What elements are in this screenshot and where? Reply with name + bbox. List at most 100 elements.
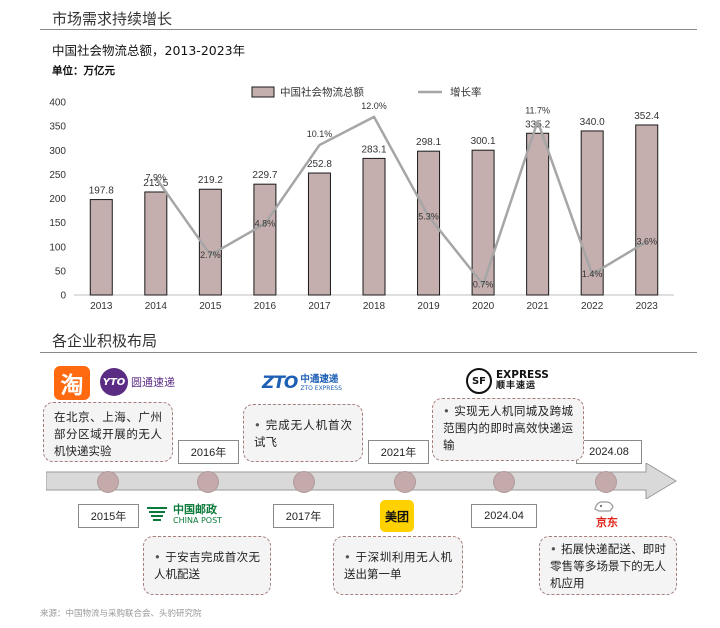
bar-2020	[471, 149, 495, 296]
sf-name-cn: 顺丰速运	[496, 381, 537, 391]
event-card-sf: • 实现无人机同城及跨城范围内的即时高效快递运输	[432, 398, 584, 461]
bar-value-label: 300.1	[471, 136, 496, 147]
legend-line-label: 增长率	[450, 86, 482, 99]
growth-rate-label: 2.7%	[200, 250, 221, 260]
growth-rate-label: 10.1%	[307, 129, 333, 139]
section-title-enterprises: 各企业积极布局	[52, 332, 158, 350]
x-tick-label: 2021	[527, 301, 550, 312]
meituan-logo: 美团	[380, 500, 414, 532]
growth-rate-label: 12.0%	[361, 101, 387, 111]
x-tick-label: 2015	[199, 301, 222, 312]
post-emblem-icon	[144, 502, 170, 526]
x-tick-label: 2013	[90, 301, 113, 312]
y-tick-label: 100	[49, 242, 66, 253]
y-tick-label: 250	[49, 170, 66, 181]
event-text: 于深圳利用无人机送出第一单	[344, 550, 452, 581]
taobao-logo: 淘	[54, 366, 90, 400]
jd-dog-icon	[592, 498, 616, 514]
zto-name-en: ZTO EXPRESS	[300, 384, 342, 392]
yto-mark: YTO	[100, 368, 128, 396]
bar-2017	[307, 172, 331, 296]
bar-2019	[417, 150, 441, 296]
y-tick-label: 150	[49, 218, 66, 229]
event-card-zto: • 完成无人机首次试飞	[243, 404, 363, 462]
chart-title: 中国社会物流总额，2013-2023年	[52, 43, 246, 58]
bar-value-label: 229.7	[252, 170, 277, 181]
yto-logo: YTO 圆通速递	[100, 368, 175, 396]
china-post-name-en: CHINA POST	[173, 515, 223, 525]
timeline-date-2024-04: 2024.04	[471, 504, 537, 528]
sf-logo: SF EXPRESS 顺丰速运	[466, 368, 549, 394]
y-tick-label: 350	[49, 122, 66, 133]
y-tick-label: 300	[49, 146, 66, 157]
bar-value-label: 352.4	[634, 111, 659, 122]
jd-name: 京东	[596, 516, 618, 529]
x-tick-label: 2019	[417, 301, 440, 312]
timeline-arrow	[46, 463, 677, 499]
bar-2018	[362, 157, 386, 296]
bar-value-label: 252.8	[307, 159, 332, 170]
x-tick-label: 2020	[472, 301, 495, 312]
bar-2014	[144, 191, 168, 296]
section-divider-1	[40, 29, 697, 30]
y-tick-label: 200	[49, 194, 66, 205]
bullet-icon: •	[550, 542, 557, 556]
bar-2022	[580, 130, 604, 296]
timeline-date-2016: 2016年	[178, 440, 239, 464]
zto-logo: ZTO 中通速递 ZTO EXPRESS	[262, 373, 342, 393]
bar-value-label: 298.1	[416, 137, 441, 148]
sf-mark: SF	[466, 368, 492, 394]
x-tick-label: 2022	[581, 301, 604, 312]
growth-rate-label: 5.3%	[418, 211, 439, 221]
timeline-dot-2021	[394, 471, 416, 493]
jd-logo: 京东	[592, 498, 622, 530]
bar-2015	[198, 188, 222, 296]
timeline-dot-2024-04	[493, 471, 515, 493]
bar-2013	[89, 199, 113, 296]
sf-name-en: EXPRESS	[496, 369, 549, 381]
bar-value-label: 283.1	[361, 144, 386, 155]
event-text: 完成无人机首次试飞	[254, 418, 352, 449]
logistics-total-chart: 0 50 100 150 200 250 300 350 400 197.8 213.5 219.2 2…	[49, 86, 674, 312]
timeline-dot-2016	[197, 471, 219, 493]
event-card-yto: 在北京、上海、广州部分区域开展的无人机快递实验	[43, 402, 173, 462]
event-text: 拓展快递配送、即时零售等多场景下的无人机应用	[550, 542, 666, 590]
x-tick-label: 2016	[254, 301, 277, 312]
yto-name: 圆通速递	[131, 376, 175, 389]
timeline-date-2017: 2017年	[273, 504, 334, 528]
x-tick-label: 2017	[308, 301, 331, 312]
growth-rate-label: 3.6%	[636, 237, 657, 247]
chart-unit: 单位：万亿元	[52, 65, 115, 77]
bar-2023	[635, 124, 659, 296]
source-note: 来源：中国物流与采购联合会、头豹研究院	[40, 609, 202, 619]
x-tick-label: 2018	[363, 301, 386, 312]
growth-rate-label: 0.7%	[473, 280, 494, 290]
bullet-icon: •	[254, 418, 261, 432]
china-post-logo: 中国邮政 CHINA POST	[144, 502, 222, 526]
bar-2016	[253, 183, 277, 296]
section-divider-2	[40, 352, 697, 353]
bullet-icon: •	[443, 404, 450, 418]
growth-rate-line	[154, 115, 648, 286]
bullet-icon: •	[344, 550, 351, 564]
timeline-dot-2015	[97, 471, 119, 493]
legend-bar-label: 中国社会物流总额	[280, 86, 364, 99]
event-text: 于安吉完成首次无人机配送	[154, 550, 260, 581]
event-card-meituan: • 于深圳利用无人机送出第一单	[333, 536, 463, 595]
event-card-jd: • 拓展快递配送、即时零售等多场景下的无人机应用	[539, 536, 677, 595]
bar-2021	[526, 132, 550, 296]
event-text: 在北京、上海、广州部分区域开展的无人机快递实验	[54, 410, 162, 458]
timeline-date-2015: 2015年	[78, 504, 139, 528]
y-tick-label: 50	[55, 266, 67, 277]
china-post-name-cn: 中国邮政	[173, 502, 217, 516]
y-tick-label: 400	[49, 98, 66, 109]
growth-rate-label: 7.9%	[146, 173, 167, 183]
zto-name-cn: 中通速递	[300, 373, 339, 385]
event-text: 实现无人机同城及跨城范围内的即时高效快递运输	[443, 404, 573, 452]
growth-rate-label: 1.4%	[582, 269, 603, 279]
section-title-market: 市场需求持续增长	[52, 10, 173, 28]
timeline-date-2021: 2021年	[368, 440, 429, 464]
timeline-dot-2017	[293, 471, 315, 493]
bar-value-label: 213.5	[143, 178, 168, 189]
growth-rate-label: 4.8%	[255, 219, 276, 229]
